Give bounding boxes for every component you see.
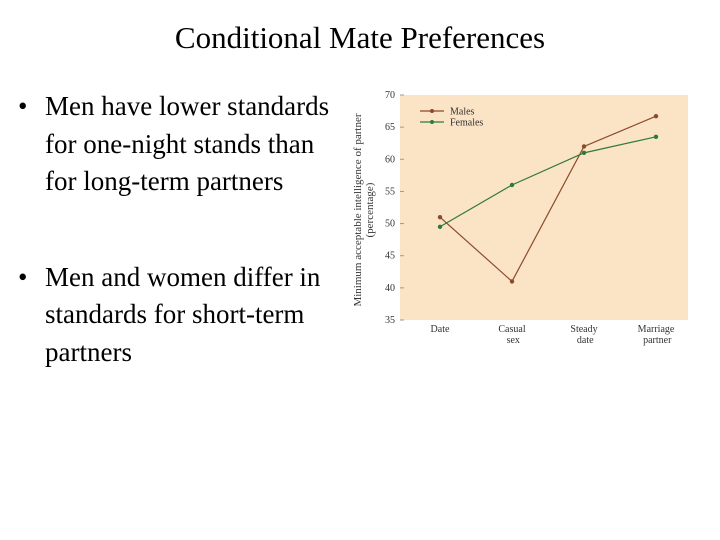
y-tick-label: 55 bbox=[385, 186, 395, 197]
data-point bbox=[437, 224, 443, 229]
y-tick-label: 70 bbox=[385, 90, 395, 101]
y-axis-label: Minimum acceptable intelligence of partn… bbox=[352, 113, 376, 307]
slide-title: Conditional Mate Preferences bbox=[174, 20, 546, 55]
legend-swatch bbox=[430, 120, 434, 124]
y-tick-label: 60 bbox=[385, 154, 395, 165]
data-point bbox=[509, 279, 515, 284]
y-tick-label: 65 bbox=[385, 122, 395, 133]
x-tick-label: Date bbox=[431, 324, 450, 335]
data-point bbox=[509, 182, 515, 188]
series-line bbox=[439, 115, 657, 283]
y-tick-label: 40 bbox=[385, 283, 395, 294]
legend-swatch bbox=[430, 109, 434, 113]
y-tick-label: 45 bbox=[385, 251, 395, 262]
data-point bbox=[437, 214, 443, 220]
data-point bbox=[653, 134, 659, 139]
y-tick-label: 35 bbox=[385, 315, 395, 326]
plot-background bbox=[400, 95, 688, 320]
data-point bbox=[581, 144, 587, 149]
x-tick-label: Marriage partner bbox=[638, 324, 675, 346]
y-tick-label: 50 bbox=[385, 219, 395, 230]
legend-label: Females bbox=[450, 118, 483, 129]
x-tick-label: Casual sex bbox=[498, 324, 525, 346]
bullet-list: Men have lower standards for one-night s… bbox=[18, 88, 338, 429]
bullet: Men and women differ in standards for sh… bbox=[18, 259, 338, 372]
data-point bbox=[581, 150, 587, 156]
x-tick-label: Steady date bbox=[570, 324, 597, 346]
data-point bbox=[653, 114, 659, 119]
series-line bbox=[439, 136, 657, 228]
legend-label: Males bbox=[450, 107, 475, 118]
bullet: Men have lower standards for one-night s… bbox=[18, 88, 338, 201]
